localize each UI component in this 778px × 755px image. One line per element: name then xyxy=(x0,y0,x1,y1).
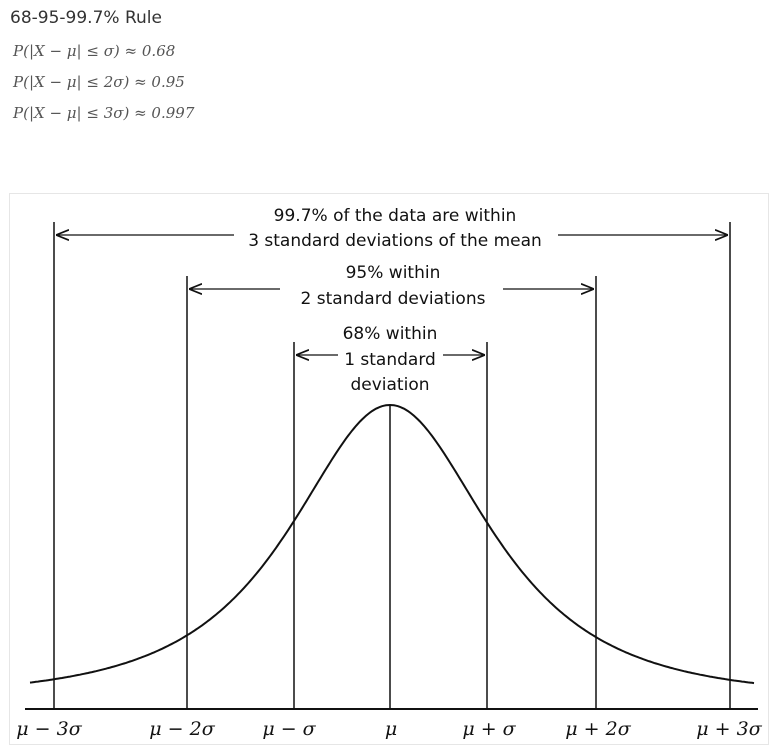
label-1sd-line1: 68% within xyxy=(343,324,438,344)
label-3sd-line1: 99.7% of the data are within xyxy=(274,206,517,226)
normal-distribution-diagram: 99.7% of the data are within 3 standard … xyxy=(9,193,769,745)
label-1sd-line3: deviation xyxy=(350,375,429,395)
tick-plus-1sd: μ + σ xyxy=(462,718,516,740)
tick-minus-3sd: μ − 3σ xyxy=(16,718,82,740)
tick-plus-2sd: μ + 2σ xyxy=(565,718,631,740)
tick-mean: μ xyxy=(385,718,397,740)
label-1sd-line2: 1 standard xyxy=(344,350,436,370)
page-title: 68-95-99.7% Rule xyxy=(10,8,162,28)
label-2sd-line2: 2 standard deviations xyxy=(301,289,486,309)
label-3sd-line2: 3 standard deviations of the mean xyxy=(248,231,542,251)
tick-minus-2sd: μ − 2σ xyxy=(149,718,215,740)
formula-3sd: P(|X − μ| ≤ 3σ) ≈ 0.997 xyxy=(13,104,195,122)
tick-plus-3sd: μ + 3σ xyxy=(696,718,762,740)
formula-1sd: P(|X − μ| ≤ σ) ≈ 0.68 xyxy=(13,42,176,60)
tick-minus-1sd: μ − σ xyxy=(262,718,316,740)
formula-2sd: P(|X − μ| ≤ 2σ) ≈ 0.95 xyxy=(13,73,185,91)
bell-curve xyxy=(29,403,755,685)
diagram-svg: 99.7% of the data are within 3 standard … xyxy=(16,206,762,740)
label-2sd-line1: 95% within xyxy=(346,263,441,283)
